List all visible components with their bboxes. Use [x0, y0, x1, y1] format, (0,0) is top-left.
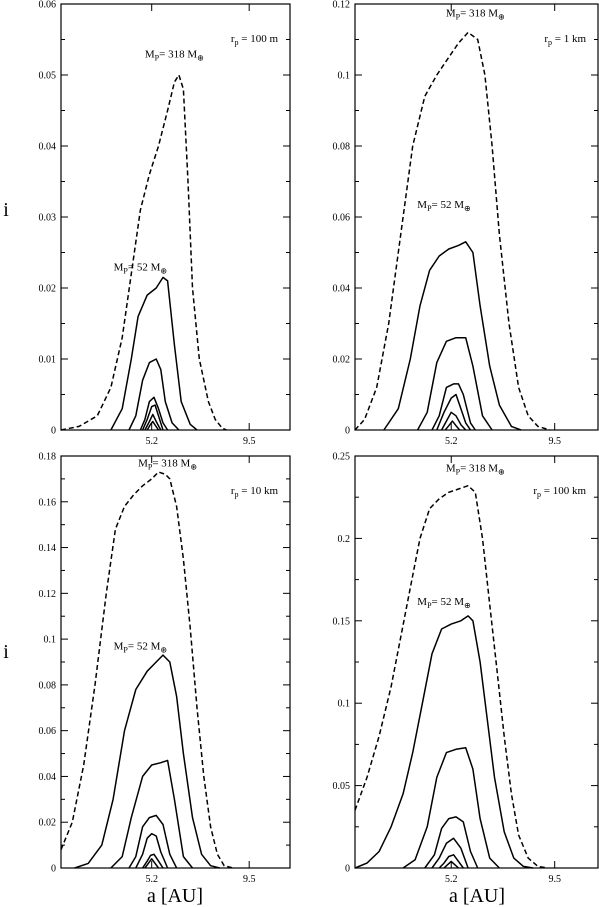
annotation-318-earth-masses: MP= 318 M⊕ [446, 7, 505, 21]
y-tick-label: 0.2 [338, 534, 351, 545]
y-tick-label: 0.1 [44, 635, 57, 646]
y-tick-label: 0.06 [333, 213, 351, 224]
y-tick-label: 0.12 [39, 589, 57, 600]
curve-318-earth-masses [354, 484, 548, 869]
plot-frame [60, 3, 291, 431]
y-tick-label: 0.1 [338, 699, 351, 710]
y-tick-label: 0 [345, 426, 350, 437]
y-tick-label: 0.12 [333, 0, 351, 11]
curve-4 [431, 383, 476, 431]
curve-6 [144, 413, 162, 431]
y-tick-label: 0.1 [338, 71, 351, 82]
y-tick-label: 0 [51, 426, 56, 437]
chart-panel-top-left: 0 0.01 0.02 0.03 0.04 0.05 0.06 5.2 9.5 rp = 100 … [39, 0, 291, 447]
x-tick-label: 9.5 [548, 436, 561, 447]
curve-7 [444, 420, 461, 431]
radius-label: rp = 100 km [533, 485, 586, 499]
annotation-52-earth-masses: MP= 52 M⊕ [114, 640, 167, 654]
curve-2 [110, 276, 198, 431]
y-tick-label: 0.04 [39, 142, 57, 153]
curve-4 [128, 814, 178, 869]
curve-5 [431, 837, 469, 869]
x-tick-label: 5.2 [445, 436, 458, 447]
y-tick-label: 0 [51, 864, 56, 875]
y-tick-label: 0.06 [39, 0, 57, 11]
x-tick-label: 5.2 [145, 874, 158, 885]
curve-6 [440, 411, 467, 431]
annotation-318-earth-masses: MP= 318 M⊕ [138, 457, 197, 471]
y-tick-label: 0.05 [39, 71, 57, 82]
curve-318-earth-masses [354, 31, 551, 431]
curve-5 [436, 393, 472, 431]
y-tick-label: 0.25 [333, 452, 351, 463]
curve-3 [128, 358, 180, 431]
radius-label: rp = 100 m [231, 33, 279, 47]
curve-2 [354, 615, 534, 869]
y-tick-label: 0.02 [39, 818, 57, 829]
y-tick-label: 0.08 [333, 142, 351, 153]
curve-5 [141, 404, 164, 431]
curve-318-earth-masses [60, 471, 234, 869]
y-tick-label: 0.02 [39, 284, 57, 295]
curve-7 [144, 858, 160, 869]
curve-7 [443, 860, 459, 869]
chart-panel-top-right: 0 0.02 0.04 0.06 0.08 0.1 0.12 5.2 9.5 rp = 1 km M… [333, 0, 599, 447]
plot-frame [354, 3, 599, 431]
curve-2 [74, 654, 220, 869]
curve-4 [424, 816, 479, 869]
y-tick-label: 0.01 [39, 355, 57, 366]
curve-3 [110, 759, 194, 869]
annotation-52-earth-masses: MP= 52 M⊕ [417, 596, 470, 610]
radius-label: rp = 10 km [231, 485, 279, 499]
x-tick-label: 5.2 [445, 874, 458, 885]
annotation-52-earth-masses: MP= 52 M⊕ [417, 199, 470, 213]
y-tick-label: 0.16 [39, 497, 57, 508]
y-tick-label: 0.05 [333, 781, 351, 792]
y-tick-label: 0.08 [39, 680, 57, 691]
y-tick-label: 0.03 [39, 213, 57, 224]
y-tick-label: 0 [345, 864, 350, 875]
curve-6 [141, 853, 164, 869]
annotation-52-earth-masses: MP= 52 M⊕ [114, 261, 167, 275]
x-tick-label: 9.5 [243, 874, 256, 885]
plot-frame [354, 455, 599, 869]
y-axis-title-bottom: i [3, 641, 9, 663]
annotation-318-earth-masses: MP= 318 M⊕ [446, 463, 505, 477]
curve-3 [402, 746, 500, 869]
y-tick-label: 0.04 [39, 772, 57, 783]
curve-318-earth-masses [60, 74, 227, 431]
radius-label: rp = 1 km [544, 33, 586, 47]
y-tick-label: 0.06 [39, 726, 57, 737]
x-axis-title-right: a [AU] [449, 885, 505, 907]
y-tick-label: 0.18 [39, 452, 57, 463]
curve-6 [438, 854, 464, 869]
x-tick-label: 9.5 [548, 874, 561, 885]
chart-panel-bottom-right: 0 0.05 0.1 0.15 0.2 0.25 5.2 9.5 rp = 100 km MP= … [333, 452, 599, 885]
y-tick-label: 0.04 [333, 284, 351, 295]
y-tick-label: 0.02 [333, 355, 351, 366]
y-axis-title-top: i [3, 199, 9, 221]
x-tick-label: 9.5 [243, 436, 256, 447]
curve-4 [139, 396, 169, 431]
chart-panel-bottom-left: 0 0.02 0.04 0.06 0.08 0.1 0.12 0.14 0.16 0.18 5.2 9… [39, 452, 291, 885]
annotation-318-earth-masses: MP= 318 M⊕ [145, 48, 204, 62]
x-tick-label: 5.2 [145, 436, 158, 447]
y-tick-label: 0.15 [333, 616, 351, 627]
curve-5 [135, 832, 169, 869]
y-tick-label: 0.14 [39, 543, 57, 554]
curve-2 [383, 241, 522, 431]
curve-3 [416, 336, 493, 431]
x-axis-title-left: a [AU] [147, 885, 203, 907]
curve-7 [146, 420, 160, 431]
